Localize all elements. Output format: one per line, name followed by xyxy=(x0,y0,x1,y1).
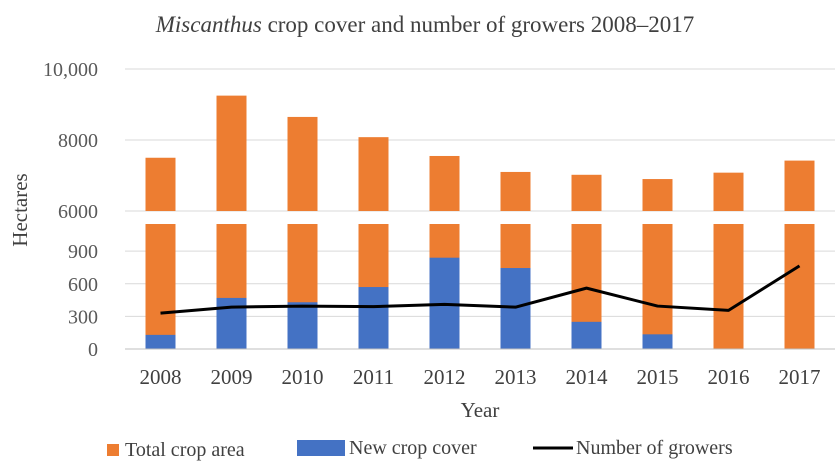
bar-total-upper xyxy=(429,155,460,211)
chart-title: Miscanthus crop cover and number of grow… xyxy=(155,12,694,37)
bar-total-upper xyxy=(358,137,389,211)
bar-new-crop-cover xyxy=(145,334,176,349)
y-axis-label: Hectares xyxy=(8,173,32,246)
bar-total-lower xyxy=(784,224,815,349)
y-tick-label: 0 xyxy=(88,339,98,361)
legend-swatch-new xyxy=(297,440,345,456)
y-tick-label: 10,000 xyxy=(43,59,98,81)
x-tick-label: 2011 xyxy=(353,365,394,389)
legend-label-total: Total crop area xyxy=(125,439,245,461)
upper-y-axis-ticks: 6000 8000 10,000 xyxy=(43,59,98,223)
y-tick-label: 6000 xyxy=(58,201,98,223)
x-tick-label: 2009 xyxy=(211,365,253,389)
x-axis-label: Year xyxy=(461,398,500,422)
bar-total-upper xyxy=(784,160,815,211)
number-of-growers-line xyxy=(160,264,801,315)
legend-swatch-total xyxy=(107,444,119,456)
x-tick-label: 2016 xyxy=(708,365,750,389)
legend-label-growers: Number of growers xyxy=(576,437,733,459)
x-tick-label: 2015 xyxy=(637,365,679,389)
bar-new-crop-cover xyxy=(642,334,673,349)
x-tick-label: 2008 xyxy=(140,365,182,389)
y-tick-label: 600 xyxy=(68,274,98,296)
y-tick-label: 300 xyxy=(68,306,98,328)
bar-total-lower xyxy=(642,224,673,349)
growers-line-path xyxy=(160,264,801,315)
bar-total-lower xyxy=(145,224,176,349)
bar-total-upper xyxy=(571,174,602,211)
y-tick-label: 8000 xyxy=(58,130,98,152)
chart-title-rest: crop cover and number of growers 2008–20… xyxy=(262,12,694,37)
x-tick-label: 2017 xyxy=(779,365,821,389)
x-tick-label: 2010 xyxy=(282,365,324,389)
chart-title-italic: Miscanthus xyxy=(155,12,262,37)
bar-new-crop-cover xyxy=(358,287,389,349)
lower-y-axis-ticks: 0 300 600 900 xyxy=(68,241,98,361)
y-tick-label: 900 xyxy=(68,241,98,263)
bar-total-upper xyxy=(145,157,176,211)
bar-new-crop-cover xyxy=(287,302,318,349)
legend: Total crop area New crop cover Number of g… xyxy=(107,437,733,461)
x-tick-label: 2012 xyxy=(424,365,466,389)
bar-total-upper xyxy=(216,95,247,211)
bar-total-upper xyxy=(642,179,673,211)
bar-total-upper xyxy=(287,116,318,211)
bar-new-crop-cover xyxy=(571,321,602,349)
x-tick-label: 2014 xyxy=(566,365,609,389)
x-tick-label: 2013 xyxy=(495,365,537,389)
bar-total-upper xyxy=(713,172,744,211)
legend-label-new: New crop cover xyxy=(349,437,477,459)
bar-total-lower xyxy=(713,224,744,349)
bar-total-upper xyxy=(500,171,531,211)
x-axis-tick-labels: 2008 2009 2010 2011 2012 2013 2014 2015 2016 2017 xyxy=(140,365,821,389)
